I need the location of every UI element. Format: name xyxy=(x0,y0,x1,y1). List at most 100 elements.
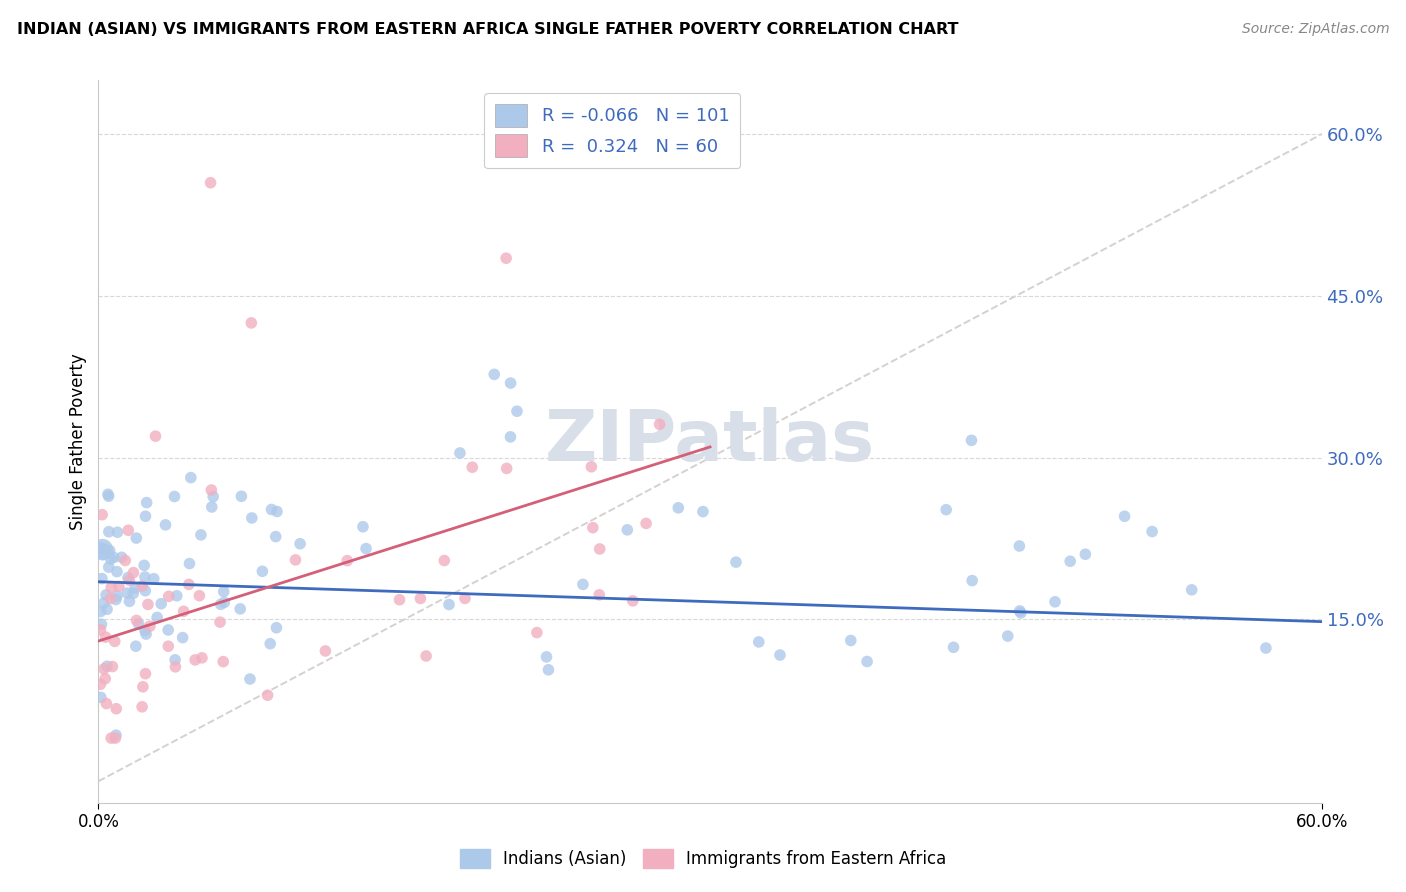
Point xyxy=(125,639,148,653)
Point xyxy=(589,541,612,556)
Point xyxy=(100,580,122,594)
Point xyxy=(314,644,336,658)
Point xyxy=(104,592,127,607)
Point xyxy=(191,650,214,665)
Point xyxy=(122,566,145,580)
Point xyxy=(139,619,162,633)
Point xyxy=(409,591,432,606)
Point xyxy=(94,542,117,557)
Point xyxy=(128,617,150,632)
Point xyxy=(105,702,128,716)
Point xyxy=(157,639,180,653)
Point xyxy=(256,688,278,702)
Point xyxy=(208,615,231,629)
Point xyxy=(93,662,115,676)
Point xyxy=(122,586,145,600)
Point xyxy=(537,663,560,677)
Point xyxy=(117,586,139,600)
Point xyxy=(104,634,127,648)
Point xyxy=(449,446,471,460)
Point xyxy=(114,553,136,567)
Point xyxy=(173,604,195,618)
Point xyxy=(96,602,118,616)
Point xyxy=(200,176,222,190)
Point xyxy=(100,552,122,566)
Point xyxy=(1074,547,1097,561)
Point xyxy=(1140,524,1163,539)
Point xyxy=(856,655,879,669)
Point xyxy=(214,595,236,609)
Point xyxy=(1059,554,1081,568)
Text: ZIPatlas: ZIPatlas xyxy=(546,407,875,476)
Point xyxy=(146,610,169,624)
Point xyxy=(89,623,111,637)
Point xyxy=(209,597,232,611)
Point xyxy=(495,251,517,265)
Point xyxy=(190,528,212,542)
Point xyxy=(960,574,983,588)
Point xyxy=(117,571,139,585)
Point xyxy=(166,589,188,603)
Point xyxy=(437,598,460,612)
Point xyxy=(997,629,1019,643)
Point xyxy=(157,623,180,637)
Point xyxy=(172,631,194,645)
Point xyxy=(118,594,141,608)
Point xyxy=(1181,582,1204,597)
Point xyxy=(134,624,156,638)
Point xyxy=(388,592,411,607)
Point xyxy=(354,541,377,556)
Point xyxy=(266,504,288,518)
Point xyxy=(1008,539,1031,553)
Point xyxy=(769,648,792,662)
Point xyxy=(91,542,114,557)
Point xyxy=(240,316,263,330)
Point xyxy=(90,690,112,705)
Point xyxy=(89,677,111,691)
Legend: R = -0.066   N = 101, R =  0.324   N = 60: R = -0.066 N = 101, R = 0.324 N = 60 xyxy=(484,93,741,169)
Point xyxy=(201,500,224,514)
Point xyxy=(264,530,287,544)
Point xyxy=(134,570,156,584)
Point xyxy=(125,531,148,545)
Point xyxy=(150,597,173,611)
Point xyxy=(266,621,288,635)
Point xyxy=(202,490,225,504)
Text: Source: ZipAtlas.com: Source: ZipAtlas.com xyxy=(1241,22,1389,37)
Point xyxy=(98,543,121,558)
Point xyxy=(284,553,307,567)
Point xyxy=(212,655,235,669)
Point xyxy=(648,417,671,432)
Point xyxy=(572,577,595,591)
Point xyxy=(155,517,177,532)
Point xyxy=(145,429,167,443)
Point xyxy=(506,404,529,418)
Point xyxy=(839,633,862,648)
Point xyxy=(200,483,222,497)
Point xyxy=(935,502,957,516)
Point xyxy=(616,523,638,537)
Point xyxy=(692,505,714,519)
Text: INDIAN (ASIAN) VS IMMIGRANTS FROM EASTERN AFRICA SINGLE FATHER POVERTY CORRELATI: INDIAN (ASIAN) VS IMMIGRANTS FROM EASTER… xyxy=(17,22,959,37)
Point xyxy=(134,558,156,573)
Point xyxy=(108,579,131,593)
Point xyxy=(461,460,484,475)
Point xyxy=(97,489,120,503)
Point xyxy=(1254,641,1277,656)
Point xyxy=(89,605,111,619)
Point xyxy=(131,699,153,714)
Point xyxy=(163,490,186,504)
Point xyxy=(252,564,274,578)
Point xyxy=(94,630,117,644)
Point xyxy=(135,495,157,509)
Point xyxy=(90,617,112,632)
Point xyxy=(499,430,522,444)
Point xyxy=(104,731,127,745)
Point xyxy=(103,550,125,565)
Point xyxy=(97,524,120,539)
Point xyxy=(260,502,283,516)
Point xyxy=(91,508,114,522)
Point xyxy=(184,653,207,667)
Point xyxy=(134,666,156,681)
Point xyxy=(165,660,187,674)
